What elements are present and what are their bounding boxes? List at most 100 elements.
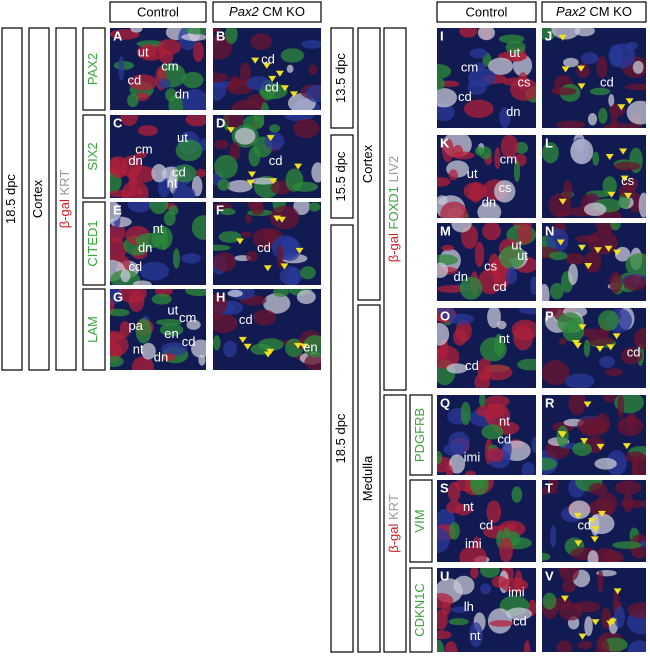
arrowhead	[235, 238, 244, 245]
tissue-blob	[120, 115, 138, 127]
panel-letter: F	[216, 202, 224, 217]
structure-label: ut	[167, 302, 178, 317]
tissue-blob	[565, 373, 595, 388]
tissue-blob	[623, 492, 634, 513]
micrograph-content	[110, 28, 206, 110]
micrograph-content	[110, 115, 206, 198]
column-header: Control	[137, 4, 179, 19]
arrowhead	[295, 247, 304, 254]
structure-label: cd	[182, 334, 196, 349]
structure-label: cd	[239, 312, 253, 327]
micrograph-panel: Fcd	[213, 202, 321, 285]
tissue-blob	[558, 338, 567, 346]
micrograph-panel: V	[542, 568, 646, 652]
tissue-blob	[184, 28, 206, 35]
arrowhead	[263, 351, 272, 358]
tissue-blob	[257, 338, 284, 351]
tissue-blob	[598, 107, 608, 124]
tissue-blob	[542, 552, 551, 561]
tissue-blob	[448, 169, 458, 181]
tissue-blob	[459, 276, 483, 300]
tissue-blob	[261, 102, 269, 110]
tissue-blob	[168, 94, 184, 110]
tissue-blob	[131, 356, 154, 370]
arrowhead	[251, 57, 260, 64]
tissue-blob	[110, 156, 128, 179]
stain-label-part: LIV2	[386, 156, 401, 183]
tissue-blob	[437, 308, 454, 320]
arrowhead	[560, 595, 569, 602]
tissue-blob	[437, 322, 450, 346]
tissue-blob	[610, 223, 621, 231]
tissue-blob	[437, 63, 452, 80]
tissue-blob	[556, 640, 573, 652]
tissue-blob	[273, 289, 290, 297]
stain-label-part: β-gal	[57, 199, 72, 228]
panel-letter: V	[545, 568, 554, 583]
tissue-blob	[234, 127, 256, 145]
micrograph-content	[437, 480, 536, 562]
tissue-blob	[296, 289, 316, 305]
tissue-blob	[218, 231, 242, 243]
tissue-blob	[227, 179, 253, 193]
stage-label-box	[330, 224, 354, 653]
tissue-blob	[135, 318, 152, 344]
arrowhead	[606, 344, 615, 351]
tissue-blob	[514, 141, 529, 154]
marker-label-part: VIM	[412, 509, 427, 532]
micrograph-content	[542, 308, 646, 388]
tissue-blob	[285, 168, 304, 192]
arrowhead	[268, 75, 277, 82]
tissue-blob	[465, 470, 476, 475]
tissue-blob	[443, 442, 467, 457]
tissue-blob	[620, 347, 643, 365]
tissue-blob	[136, 40, 165, 48]
micrograph-panel: Dcd	[213, 115, 321, 198]
arrowhead	[246, 179, 255, 186]
marker-label: VIM	[412, 509, 427, 532]
tissue-blob	[110, 355, 124, 367]
tissue-blob	[506, 607, 532, 621]
tissue-blob	[551, 28, 581, 40]
tissue-blob	[602, 176, 617, 196]
tissue-blob	[547, 480, 559, 490]
tissue-blob	[594, 457, 617, 470]
tissue-blob	[506, 523, 516, 531]
arrowhead	[280, 263, 289, 270]
tissue-blob	[448, 522, 460, 540]
structure-label: pa	[129, 318, 144, 333]
tissue-blob	[448, 618, 469, 626]
micrograph-panel: Hcd en	[213, 289, 321, 370]
micrograph-content	[213, 289, 321, 370]
structure-label: nt	[499, 413, 510, 428]
panel-letter: E	[113, 202, 122, 217]
micrograph-panel: Ont cd	[437, 308, 536, 388]
tissue-blob	[214, 154, 238, 179]
panel-letter: B	[216, 28, 225, 43]
arrowhead	[300, 343, 309, 350]
structure-label: cs	[518, 74, 532, 89]
tissue-blob	[625, 253, 646, 278]
structure-label: cd	[627, 344, 641, 359]
tissue-blob	[437, 285, 465, 293]
micrograph-content	[542, 135, 646, 218]
tissue-blob	[491, 576, 508, 588]
tissue-blob	[557, 312, 583, 334]
tissue-blob	[603, 395, 616, 403]
panel-letter: D	[216, 115, 225, 130]
tissue-blob	[306, 84, 321, 103]
tissue-blob	[613, 161, 641, 171]
tissue-blob	[587, 113, 598, 126]
tissue-blob	[518, 72, 528, 91]
tissue-blob	[573, 601, 601, 613]
column-header-box	[212, 1, 322, 23]
stain-label-part: FOXD1	[386, 186, 401, 229]
tissue-blob	[633, 328, 646, 350]
structure-label: dn	[154, 350, 168, 365]
structure-label: cd	[257, 240, 271, 255]
arrowhead	[591, 526, 600, 533]
tissue-blob	[499, 537, 514, 562]
